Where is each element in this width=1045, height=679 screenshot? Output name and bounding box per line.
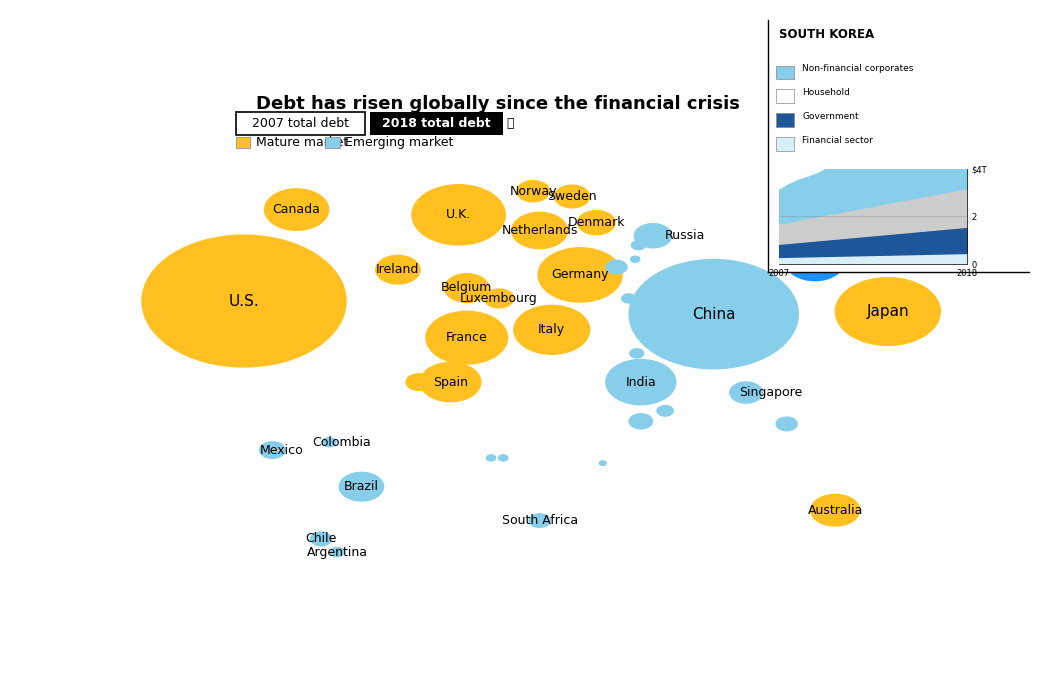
Text: Germany: Germany xyxy=(552,268,609,281)
Text: Australia: Australia xyxy=(808,504,863,517)
Circle shape xyxy=(517,181,550,202)
Circle shape xyxy=(786,243,844,280)
Text: Non-financial corporates: Non-financial corporates xyxy=(803,64,913,73)
Text: South Africa: South Africa xyxy=(502,514,578,527)
Text: Canada: Canada xyxy=(273,203,321,216)
Circle shape xyxy=(407,374,432,390)
Circle shape xyxy=(529,514,550,528)
Circle shape xyxy=(811,494,860,526)
Text: Emerging market: Emerging market xyxy=(345,136,454,149)
Circle shape xyxy=(729,382,763,403)
Text: Italy: Italy xyxy=(538,323,565,336)
Circle shape xyxy=(630,256,640,262)
Circle shape xyxy=(622,294,635,303)
Text: 2018 total debt: 2018 total debt xyxy=(382,117,491,130)
Text: 2007 total debt: 2007 total debt xyxy=(252,117,349,130)
Circle shape xyxy=(835,278,940,346)
FancyBboxPatch shape xyxy=(236,137,251,148)
Circle shape xyxy=(486,455,495,461)
Circle shape xyxy=(630,349,644,358)
Circle shape xyxy=(498,455,508,461)
Circle shape xyxy=(631,240,646,250)
Text: SOUTH KOREA: SOUTH KOREA xyxy=(779,28,874,41)
Circle shape xyxy=(340,473,384,501)
Text: Colombia: Colombia xyxy=(311,436,371,449)
Text: Ireland: Ireland xyxy=(376,263,420,276)
Circle shape xyxy=(322,438,336,447)
Circle shape xyxy=(629,414,652,429)
Circle shape xyxy=(485,289,514,308)
Circle shape xyxy=(376,255,420,284)
FancyBboxPatch shape xyxy=(775,113,794,127)
Circle shape xyxy=(426,311,508,364)
Text: India: India xyxy=(626,375,656,388)
Circle shape xyxy=(264,189,329,230)
Text: U.K.: U.K. xyxy=(446,208,471,221)
Text: Spain: Spain xyxy=(433,375,468,388)
Text: Argentina: Argentina xyxy=(306,545,368,559)
Text: Chile: Chile xyxy=(305,532,336,545)
Text: Household: Household xyxy=(803,88,850,97)
Text: France: France xyxy=(446,331,488,344)
Circle shape xyxy=(420,363,481,402)
Text: 🔒: 🔒 xyxy=(506,117,513,130)
Text: Netherlands: Netherlands xyxy=(502,224,578,237)
Text: Debt has risen globally since the financial crisis: Debt has risen globally since the financ… xyxy=(256,94,740,113)
Text: Russia: Russia xyxy=(666,230,705,242)
Text: Singapore: Singapore xyxy=(739,386,803,399)
Circle shape xyxy=(444,274,489,302)
Circle shape xyxy=(555,185,589,208)
Circle shape xyxy=(512,213,567,249)
Text: Belgium: Belgium xyxy=(441,282,492,295)
Circle shape xyxy=(606,260,627,274)
Text: South Korea: South Korea xyxy=(785,255,861,268)
Circle shape xyxy=(142,235,346,367)
Circle shape xyxy=(578,210,614,235)
Circle shape xyxy=(599,461,606,465)
Text: Brazil: Brazil xyxy=(344,480,379,493)
Circle shape xyxy=(310,532,331,546)
Circle shape xyxy=(412,185,506,245)
FancyBboxPatch shape xyxy=(236,112,366,135)
Circle shape xyxy=(538,248,622,302)
Text: Luxembourg: Luxembourg xyxy=(460,292,538,305)
Circle shape xyxy=(776,417,797,430)
Circle shape xyxy=(259,442,285,458)
Circle shape xyxy=(634,223,672,248)
Text: Japan: Japan xyxy=(866,304,909,319)
Circle shape xyxy=(629,259,798,369)
Text: Financial sector: Financial sector xyxy=(803,136,873,145)
Circle shape xyxy=(606,359,676,405)
FancyBboxPatch shape xyxy=(370,112,504,135)
Circle shape xyxy=(330,547,344,557)
Text: Sweden: Sweden xyxy=(548,190,597,203)
Text: China: China xyxy=(692,307,736,322)
Text: Norway: Norway xyxy=(509,185,557,198)
Circle shape xyxy=(657,405,673,416)
Text: Denmark: Denmark xyxy=(567,216,625,229)
FancyBboxPatch shape xyxy=(775,90,794,103)
Text: Mature market: Mature market xyxy=(256,136,348,149)
FancyBboxPatch shape xyxy=(325,137,340,148)
Text: Mexico: Mexico xyxy=(260,443,304,456)
FancyBboxPatch shape xyxy=(775,66,794,79)
Text: Government: Government xyxy=(803,112,859,121)
Text: U.S.: U.S. xyxy=(229,293,259,308)
Circle shape xyxy=(514,306,589,354)
Circle shape xyxy=(632,322,650,333)
FancyBboxPatch shape xyxy=(775,137,794,151)
